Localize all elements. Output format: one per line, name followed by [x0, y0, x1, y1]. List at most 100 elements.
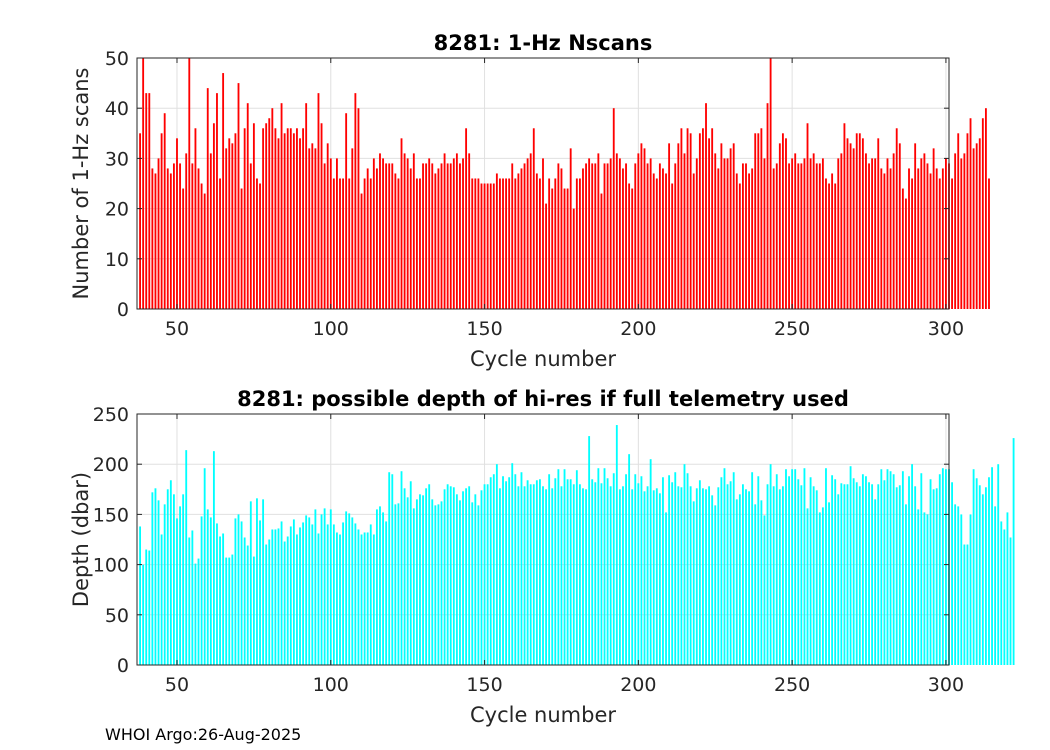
- bar-cycle-314: [988, 477, 990, 665]
- bar-cycle-289: [911, 178, 914, 309]
- bar-cycle-184: [588, 436, 591, 665]
- bar-cycle-52: [182, 494, 185, 665]
- bar-cycle-139: [449, 486, 452, 665]
- bar-cycle-209: [665, 173, 667, 309]
- bar-cycle-194: [618, 158, 621, 309]
- bar-cycle-207: [658, 493, 661, 665]
- bar-cycle-214: [680, 487, 683, 665]
- bar-cycle-273: [861, 138, 864, 309]
- bar-cycle-95: [314, 148, 317, 309]
- bar-cycle-59: [203, 193, 206, 309]
- bar-cycle-84: [280, 521, 283, 665]
- bar-cycle-202: [643, 148, 646, 309]
- bar-cycle-262: [828, 502, 830, 665]
- bar-cycle-121: [394, 504, 397, 665]
- bar-cycle-153: [492, 474, 495, 665]
- bar-cycle-183: [585, 489, 587, 665]
- bar-cycle-238: [754, 504, 757, 665]
- bar-cycle-270: [852, 478, 855, 665]
- bar-cycle-257: [812, 486, 815, 665]
- bar-cycle-212: [674, 472, 677, 665]
- bar-cycle-86: [286, 128, 289, 309]
- chart-title: 8281: 1-Hz Nscans: [434, 31, 653, 55]
- bar-cycle-256: [809, 158, 812, 309]
- x-axis-label: Cycle number: [470, 703, 616, 727]
- bar-cycle-294: [926, 163, 929, 309]
- bar-cycle-152: [489, 477, 492, 665]
- bar-cycle-172: [551, 188, 554, 309]
- bar-cycle-157: [505, 481, 508, 665]
- bar-cycle-230: [729, 481, 732, 665]
- bar-cycle-135: [437, 504, 440, 665]
- bar-cycle-282: [889, 471, 892, 665]
- bar-cycle-121: [394, 173, 397, 309]
- bar-cycle-38: [139, 526, 141, 665]
- y-tick-label: 100: [93, 555, 129, 577]
- bar-cycle-309: [972, 148, 975, 309]
- bar-cycle-236: [748, 491, 750, 665]
- bar-cycle-105: [345, 511, 348, 665]
- bar-cycle-114: [372, 158, 375, 309]
- bar-cycle-166: [532, 484, 535, 665]
- bar-cycle-305: [960, 514, 963, 665]
- bar-cycle-145: [468, 486, 471, 665]
- bar-cycle-143: [462, 158, 464, 309]
- bar-cycle-101: [332, 524, 335, 665]
- bar-cycle-310: [975, 478, 978, 665]
- bar-cycle-203: [646, 486, 649, 665]
- bar-cycle-264: [834, 479, 837, 665]
- bar-cycle-284: [895, 128, 898, 309]
- bar-cycle-129: [419, 494, 421, 665]
- bar-cycle-282: [889, 168, 892, 309]
- bar-cycle-114: [372, 534, 375, 665]
- bar-cycle-207: [658, 163, 661, 309]
- bar-cycle-58: [200, 183, 203, 309]
- bar-cycle-94: [311, 524, 314, 665]
- bar-cycle-250: [791, 469, 794, 665]
- bar-cycle-189: [603, 163, 606, 309]
- bar-cycle-148: [477, 178, 480, 309]
- bar-cycle-214: [680, 128, 683, 309]
- bar-cycle-311: [978, 485, 981, 665]
- bar-cycle-122: [397, 178, 400, 309]
- chart-2: 50 100 150 200 250 300 0 50 100 150 200 250 8281: po…: [69, 387, 1015, 727]
- bar-cycle-234: [742, 163, 744, 309]
- bar-cycle-241: [763, 158, 766, 309]
- bar-cycle-162: [520, 168, 523, 309]
- bar-cycle-304: [957, 506, 960, 665]
- bar-cycle-283: [892, 474, 895, 665]
- bar-cycle-47: [166, 168, 169, 309]
- bar-cycle-264: [834, 183, 837, 309]
- bar-cycle-226: [717, 487, 720, 665]
- bar-cycle-260: [821, 507, 824, 665]
- bar-cycle-124: [403, 488, 406, 665]
- bar-cycle-281: [886, 469, 889, 665]
- bar-cycle-265: [837, 494, 840, 665]
- bar-cycle-116: [379, 153, 381, 309]
- bar-cycle-135: [437, 168, 440, 309]
- bar-cycle-269: [849, 466, 852, 665]
- bar-cycle-280: [883, 173, 886, 309]
- bar-cycle-291: [917, 168, 920, 309]
- bar-cycle-174: [557, 469, 560, 665]
- bar-cycle-300: [945, 469, 947, 665]
- bar-cycle-58: [200, 516, 203, 665]
- bar-cycle-45: [160, 534, 163, 665]
- y-tick-label: 150: [93, 504, 129, 526]
- bar-cycle-261: [825, 178, 827, 309]
- bar-cycle-224: [711, 128, 714, 309]
- bar-cycle-154: [495, 173, 498, 309]
- bar-cycle-117: [382, 158, 384, 309]
- bar-cycle-266: [840, 483, 843, 665]
- bar-cycle-71: [240, 521, 243, 665]
- y-tick-label: 0: [117, 299, 129, 321]
- bar-cycle-134: [434, 505, 437, 665]
- bar-cycle-154: [495, 464, 498, 665]
- bar-cycle-167: [535, 173, 538, 309]
- bar-cycle-204: [649, 459, 652, 665]
- bar-cycle-103: [339, 178, 341, 309]
- bar-cycle-111: [363, 532, 366, 665]
- x-tick-label: 150: [466, 318, 502, 340]
- bar-cycle-182: [582, 488, 584, 665]
